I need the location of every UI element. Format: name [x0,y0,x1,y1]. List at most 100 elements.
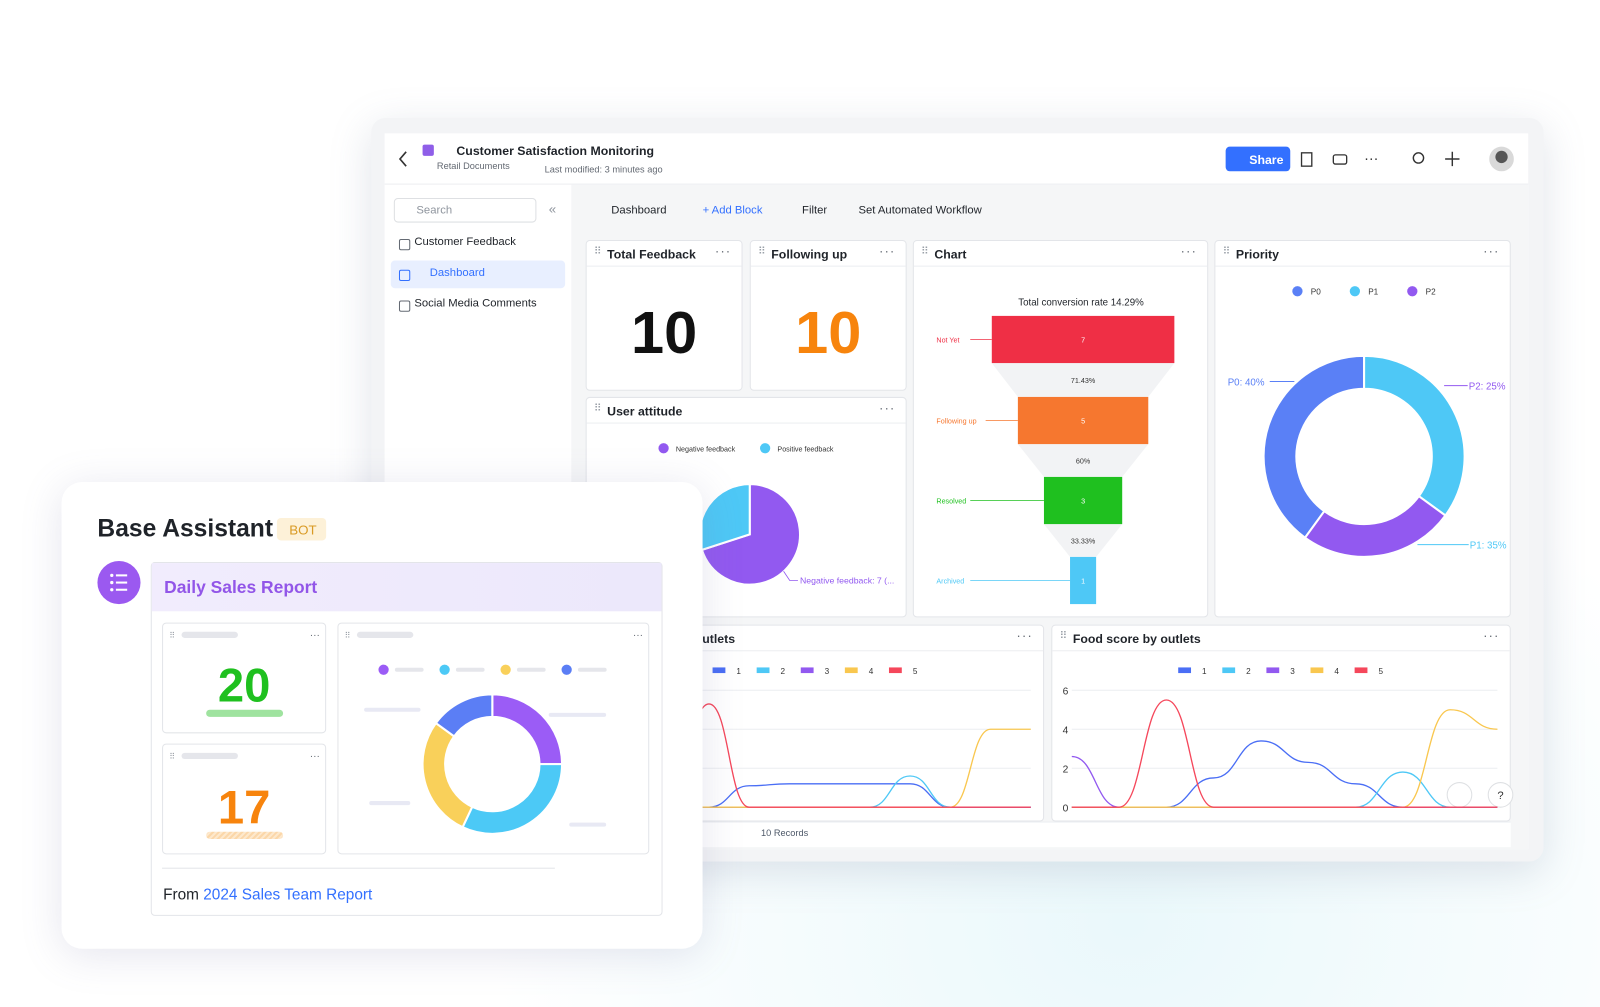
placeholder [369,801,411,806]
back-button[interactable] [395,149,411,170]
search-placeholder[interactable]: Search [416,204,453,217]
legend-label: 2 [1246,667,1251,676]
more-button: ··· [633,630,643,641]
legend-dot [1407,286,1418,297]
legend-swatch [1264,665,1281,675]
records-bar [585,821,1511,848]
legend-dot [439,664,450,675]
more-button: ··· [310,751,320,762]
funnel-bar [1070,556,1097,605]
assistant-title: Base Assistant [97,514,274,543]
slice-label: Negative feedback: 7 (... [800,576,894,586]
divider [384,183,1529,185]
source-prefix: From [163,886,199,904]
tab-dashboard[interactable]: Dashboard [611,204,667,217]
placeholder [577,667,607,672]
share-button[interactable] [1225,146,1291,172]
legend-label: 5 [913,667,918,676]
item-icon [398,269,411,282]
legend-swatch [1353,665,1369,675]
help-icon[interactable]: ? [1497,790,1503,802]
icon[interactable]: ··· [1364,151,1378,167]
metric-underline [206,831,284,839]
records-count[interactable]: 10 Records [761,827,809,838]
funnel-label: Resolved [936,498,966,506]
legend-swatch [843,665,860,675]
slice [491,693,564,766]
funnel-value: 5 [1081,418,1085,426]
card: ⠿Food score by outlets··· [1051,624,1511,822]
source: From 2024 Sales Team Report [163,886,372,903]
legend-dot [759,443,771,454]
badge [276,517,327,541]
slice-label: P1: 35% [1470,541,1507,552]
funnel-label: Not Yet [936,337,959,345]
selected-bg [390,260,566,289]
legend-label: Positive feedback [777,445,834,453]
report-title: Daily Sales Report [164,577,318,597]
drag-handle: ⠿ [169,752,175,761]
filter[interactable]: Filter [802,204,828,217]
metric-value: 17 [218,781,270,834]
funnel-connector [1017,444,1149,477]
placeholder [394,667,424,672]
series-line [668,703,1031,808]
legend-swatch [1220,665,1237,675]
card: ⠿ Following up ··· 10 [749,239,907,391]
sidebar-item[interactable]: Social Media Comments [414,297,537,310]
placeholder [548,712,607,717]
legend-label: 4 [869,667,874,676]
legend-swatch [799,665,816,675]
item-icon [398,238,411,251]
last-modified: Last modified: 3 minutes ago [544,164,663,175]
slice [700,483,801,586]
legend-dot [1292,286,1303,297]
legend-label: P1 [1368,287,1378,296]
source-link[interactable]: 2024 Sales Team Report [203,886,373,904]
icon-dot [110,580,114,585]
legend-swatch [711,665,727,675]
search-box[interactable] [393,197,537,223]
icon[interactable] [1300,152,1313,167]
card-title: Total Feedback [607,247,696,262]
sidebar-item[interactable]: Customer Feedback [414,235,516,249]
sidebar-item[interactable]: Dashboard [429,266,485,279]
legend-label: P2 [1426,287,1436,296]
collapse[interactable]: « [548,201,557,217]
legend-swatch [755,665,772,675]
header-icons: ··· [1300,146,1514,172]
funnel-value: 7 [1081,337,1085,345]
y-tick-label: 2 [1063,764,1069,775]
series-line [1071,699,1498,808]
legend-label: P0 [1311,287,1321,296]
y-tick-label: 6 [1063,686,1069,697]
y-tick-label: 4 [1063,725,1069,736]
help-button[interactable] [1487,782,1514,808]
legend-label: 2 [781,667,786,676]
add-block[interactable]: + Add Block [702,204,763,217]
funnel-subtitle: Total conversion rate 14.29% [1018,298,1144,309]
card-title: Priority [1235,247,1279,262]
funnel-bar [1043,476,1123,525]
slice [1303,494,1447,558]
card-title: User attitude [607,404,683,419]
card-title: Food score by outlets [1072,631,1201,647]
icon[interactable] [1445,151,1460,167]
folder[interactable]: Retail Documents [436,161,510,172]
legend-label: 3 [825,667,830,676]
add-block-label[interactable]: Add Block [711,204,763,217]
legend-swatch [887,665,904,675]
icon[interactable] [1412,152,1425,164]
workflow[interactable]: Set Automated Workflow [858,204,982,217]
legend-dot [1349,286,1360,297]
share-label[interactable]: Share [1249,152,1284,168]
slice [434,693,494,738]
drag-handle: ⠿ [345,631,351,640]
icon[interactable] [1332,154,1348,165]
big-number: 10 [631,299,698,367]
doc-title: Customer Satisfaction Monitoring [456,143,655,158]
funnel-connector [1043,524,1123,557]
